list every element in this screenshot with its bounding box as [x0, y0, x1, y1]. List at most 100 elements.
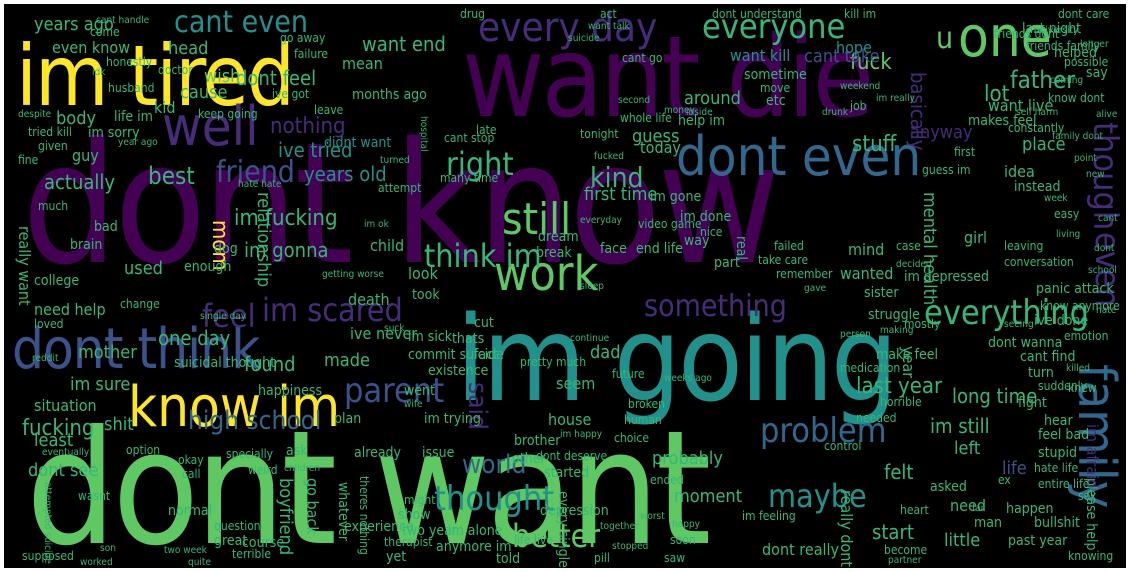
word-feel: feel	[202, 297, 256, 335]
word-hear: hear	[1044, 413, 1073, 429]
word-happiness: happiness	[258, 383, 323, 399]
word-sleep: sleep	[580, 281, 604, 292]
word-part: part	[714, 255, 740, 271]
word-anymore-im: anymore im	[436, 539, 512, 555]
word-wanted: wanted	[840, 264, 894, 283]
word-fucking: fucking	[22, 416, 95, 441]
word-hate-life: hate life	[1034, 461, 1079, 475]
word-point: point	[1074, 153, 1097, 164]
word-dream: dream	[538, 229, 579, 245]
word-dont-understand: dont understand	[712, 7, 802, 21]
word-friends-family: friends family	[1026, 39, 1100, 53]
word-relationship: relationship	[253, 192, 274, 288]
word-sex: sex	[1078, 489, 1097, 503]
word-normal: normal	[168, 503, 213, 519]
word-okay: okay	[178, 453, 204, 467]
word-cant-handle: cant handle	[96, 15, 150, 26]
word-u: u	[936, 21, 954, 56]
word-second: second	[618, 95, 651, 106]
word-want-live: want live	[988, 96, 1054, 115]
word-job: job	[850, 99, 867, 113]
word-great: great	[214, 533, 248, 549]
word-horrible: horrible	[880, 395, 922, 409]
word-whole-life: whole life	[620, 111, 672, 125]
word-instead: instead	[1014, 179, 1061, 195]
word-know-im: know im	[128, 375, 341, 440]
word-eventually: eventually	[42, 447, 90, 458]
word-dont-think: dont think	[12, 317, 260, 382]
word-best: best	[148, 162, 195, 190]
word-failure: failure	[294, 47, 329, 61]
word-come: come	[90, 25, 120, 39]
word-stupid: stupid	[1038, 445, 1077, 461]
word-want-die: want die	[462, 13, 875, 143]
word-moment: moment	[674, 486, 743, 507]
word-ended: ended	[650, 473, 684, 487]
word-body: body	[56, 108, 97, 129]
word-ive-got: ive got	[272, 87, 310, 101]
word-every-day: every day	[478, 5, 658, 51]
word-lot: lot	[984, 82, 1010, 107]
word-mean: mean	[342, 54, 383, 73]
word-worst: worst	[640, 511, 665, 522]
word-place: place	[1022, 134, 1066, 155]
word-living: living	[1056, 229, 1081, 240]
word-cant-stop: cant stop	[444, 131, 495, 145]
word-plan: plan	[334, 411, 362, 427]
word-video-game: video game	[638, 217, 702, 231]
word-soon: soon	[670, 533, 696, 547]
word-nice: nice	[700, 225, 723, 239]
word-specially: specially	[226, 447, 274, 461]
word-im-done: im done	[680, 209, 732, 225]
word-kill-im: kill im	[844, 7, 877, 21]
word-im-depressed: im depressed	[904, 269, 990, 285]
word-dog: dog	[214, 241, 238, 257]
word-problem: problem	[760, 411, 887, 451]
word-im-gone: im gone	[650, 189, 702, 205]
word-wife: wife	[404, 399, 423, 410]
word-dont-know: dont know	[22, 106, 781, 302]
word-fight: fight	[1018, 395, 1047, 411]
word-school: school	[1088, 265, 1117, 276]
word-university: university	[1034, 25, 1079, 36]
word-human: human	[624, 413, 662, 427]
word-money: money	[664, 105, 695, 116]
word-reddit: reddit	[32, 353, 59, 364]
word-college: college	[34, 273, 80, 289]
word-therapist: therapist	[384, 535, 433, 549]
word-happy: happy	[672, 519, 700, 530]
word-make-feel: make feel	[876, 347, 938, 363]
word-tried-kill: tried kill	[28, 125, 72, 139]
word-drug: drug	[460, 7, 485, 21]
word-making: making	[880, 325, 914, 336]
word-thought: thought	[434, 479, 555, 519]
word-emotion: emotion	[1064, 329, 1109, 343]
word-seem: seem	[556, 374, 596, 393]
word-quite: quite	[188, 557, 211, 568]
word-cant-take: cant take	[804, 46, 880, 67]
word-happen: happen	[1006, 501, 1054, 517]
word-ex: ex	[998, 473, 1011, 487]
word-take-care: take care	[758, 253, 809, 267]
word-become: become	[884, 543, 928, 557]
word-guess: guess	[632, 126, 680, 147]
word-already: already	[354, 445, 402, 461]
word-go-back: go back	[303, 478, 322, 535]
word-dont-wanna: dont wanna	[988, 335, 1063, 351]
word-years-ago: years ago	[34, 14, 114, 35]
word-bullshit: bullshit	[1034, 515, 1080, 531]
word-easy: easy	[1054, 207, 1080, 221]
word-two-year: two year	[402, 523, 458, 539]
word-far: far	[972, 503, 985, 514]
word-bad: bad	[94, 219, 118, 235]
word-mental-health: mental health	[919, 192, 940, 306]
word-worked: worked	[80, 557, 113, 568]
word-cant-small: cant	[1098, 213, 1118, 224]
word-well: well	[162, 95, 259, 158]
word-doctor: doctor	[158, 63, 193, 77]
word-end-life: end life	[636, 241, 683, 257]
word-husband: husband	[108, 81, 155, 95]
word-dont-want: dont want	[26, 397, 711, 568]
word-break: break	[536, 245, 572, 261]
word-weekend: weekend	[840, 81, 881, 92]
